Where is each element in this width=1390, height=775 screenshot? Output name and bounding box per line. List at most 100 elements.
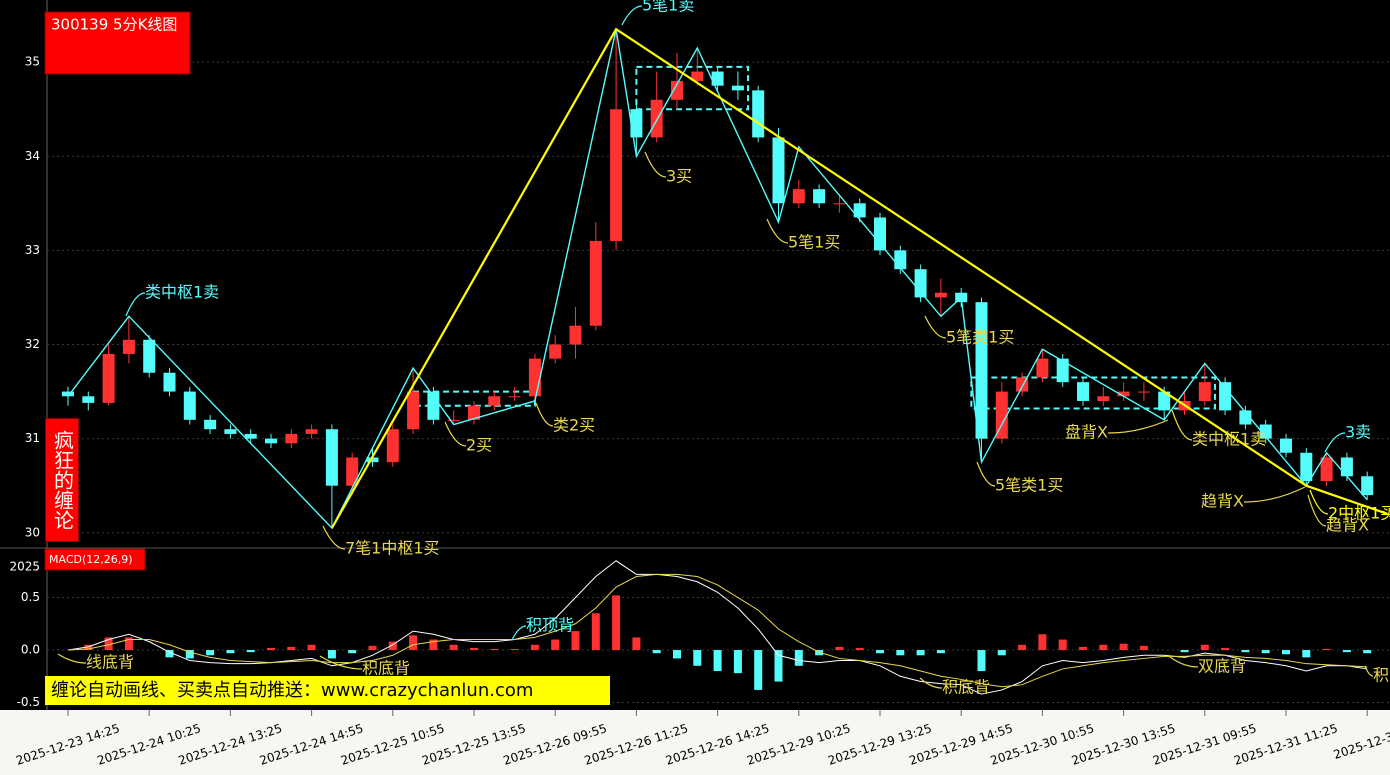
annotation-arrow [621, 5, 643, 26]
candle-body [325, 429, 338, 486]
annotation-arrow [444, 421, 467, 447]
macd-bar [591, 613, 600, 651]
macd-bar [936, 650, 945, 654]
annotation: 线底背 [86, 653, 134, 672]
macd-bar [1241, 650, 1250, 653]
candle-body [62, 391, 74, 397]
candle-body [549, 344, 562, 359]
macd-bar [794, 650, 803, 666]
annotation: 5笔1卖 [642, 0, 694, 15]
candle-body [508, 396, 521, 398]
pivot-box [635, 65, 750, 111]
annotation-arrow [1309, 489, 1329, 515]
annotation: 盘背X [1065, 423, 1108, 442]
annotation: 5笔类1买 [995, 476, 1063, 495]
macd-bar [185, 650, 194, 659]
macd-bar [1322, 648, 1331, 651]
y-tick-label: 33 [25, 243, 40, 257]
macd-bar [409, 635, 418, 651]
macd-line [67, 560, 1368, 695]
annotation: 积底背 [362, 659, 410, 678]
candle-body [366, 457, 379, 463]
candle-body [853, 203, 866, 218]
annotation-arrow [924, 315, 947, 339]
macd-bar [348, 650, 357, 654]
candle-body [407, 391, 420, 430]
annotation-arrow [766, 218, 789, 244]
macd-bar [754, 650, 763, 690]
macd-bar [835, 646, 844, 651]
macd-bar [997, 650, 1006, 656]
annotation: 5笔类1买 [946, 328, 1014, 347]
annotation-arrow [1307, 494, 1327, 527]
macd-bar [1180, 650, 1189, 653]
candle-body [1340, 457, 1353, 477]
annotation-arrow [1169, 656, 1199, 668]
macd-bar [246, 650, 255, 653]
macd-bar [510, 648, 519, 651]
annotation-arrow [1171, 409, 1193, 441]
macd-bar [84, 644, 93, 651]
candle-body [1137, 391, 1150, 393]
candle-body [1198, 382, 1211, 401]
macd-line [67, 573, 1368, 688]
annotation-arrow [125, 292, 146, 317]
candle-body [1117, 391, 1130, 397]
macd-bar [1342, 650, 1351, 653]
macd-bar [1038, 634, 1047, 651]
macd-bar [388, 641, 397, 651]
macd-bar [1363, 650, 1372, 654]
candle-body [163, 372, 176, 392]
chart-title: 300139 5分K线图 [51, 16, 177, 34]
candle-body [1097, 396, 1110, 401]
macd-bar [267, 647, 275, 651]
candle-body [833, 203, 846, 205]
x-tick-label: 2025-12-31 [1332, 727, 1390, 762]
candle-body [995, 391, 1008, 439]
macd-bar [124, 637, 133, 651]
macd-bar [226, 650, 235, 654]
annotation: 类中枢1卖 [145, 283, 219, 302]
candle-body [82, 396, 95, 403]
annotation: 趋背X [1201, 492, 1244, 511]
annotation-arrow [319, 655, 363, 670]
macd-bar [916, 650, 925, 656]
annotation-arrow [1324, 432, 1346, 453]
annotation-arrow [322, 525, 346, 550]
banner: 缠论自动画线、买卖点自动推送：www.crazychanlun.com [45, 676, 610, 705]
macd-bar [855, 647, 864, 651]
candle-body [671, 80, 683, 100]
macd-bar [815, 650, 824, 656]
macd-bar [713, 650, 722, 672]
annotation: 3买 [666, 167, 692, 186]
y-tick-label: 0.5 [21, 590, 40, 604]
macd-title: MACD(12,26,9) [49, 553, 133, 566]
macd-bar [1221, 647, 1230, 651]
macd-bar [307, 644, 316, 651]
title-box [44, 11, 191, 75]
candle-body [244, 433, 257, 439]
candle-body [711, 71, 724, 86]
candle-body [731, 85, 744, 91]
candle-body [1158, 391, 1171, 411]
macd-bar [287, 646, 296, 651]
candle-body [1219, 382, 1232, 411]
candle-body [1077, 382, 1089, 401]
candle-body [427, 391, 440, 420]
macd-bar [977, 650, 986, 672]
macd-bar [1302, 650, 1311, 658]
macd-bar [1139, 645, 1148, 651]
candle-body [934, 292, 947, 298]
macd-bar [449, 644, 458, 651]
candle-body [265, 438, 277, 444]
candle-body [102, 353, 115, 403]
macd-bar [1261, 650, 1270, 654]
candle-body [610, 109, 623, 241]
candle-body [305, 429, 318, 434]
candle-body [914, 269, 927, 298]
macd-bar [530, 644, 539, 651]
candle-body [1056, 358, 1069, 383]
annotation-arrow [1107, 419, 1169, 434]
candle-body [975, 302, 988, 439]
macd-bar [470, 647, 478, 651]
